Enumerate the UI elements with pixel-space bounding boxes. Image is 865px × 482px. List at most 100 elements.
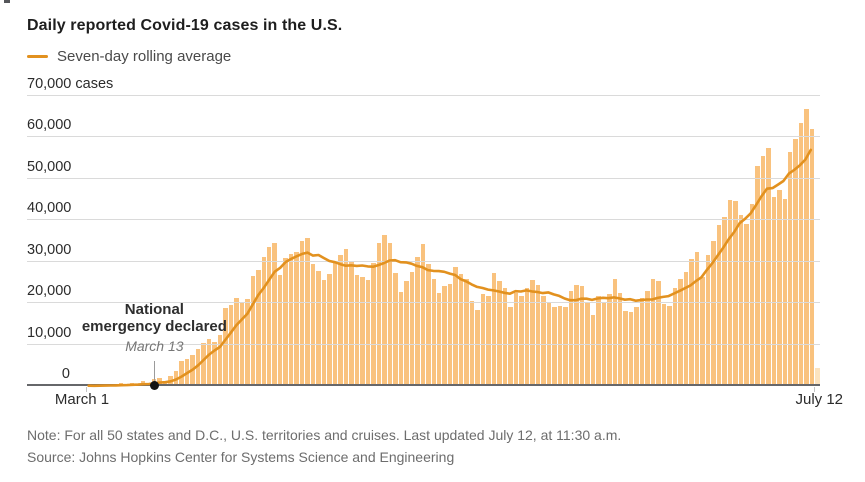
daily-bar [349, 261, 354, 385]
daily-bar [382, 235, 387, 385]
annotation-connector-line [153, 361, 156, 381]
daily-bar [310, 264, 316, 385]
daily-bar [782, 199, 787, 385]
annotation-national-emergency: National emergency declared March 13 [34, 301, 274, 354]
daily-bar [678, 279, 683, 385]
daily-bar [634, 306, 639, 385]
daily-bar [475, 310, 480, 385]
daily-bar [277, 275, 283, 385]
daily-bar [607, 294, 612, 385]
y-axis-label-40000: 40,000 [27, 200, 72, 217]
daily-bar [294, 252, 299, 385]
daily-bar [733, 201, 738, 385]
daily-bar [398, 291, 404, 385]
daily-bar [760, 155, 766, 385]
daily-bar [431, 279, 436, 385]
daily-bar [623, 310, 628, 385]
source-line: Source: Johns Hopkins Center for Systems… [27, 449, 455, 465]
daily-bar [458, 273, 464, 385]
legend: Seven-day rolling average [27, 48, 231, 65]
gridline-60000 [27, 136, 820, 138]
daily-bar [497, 281, 502, 385]
daily-bar [716, 225, 722, 385]
daily-bar [766, 148, 771, 385]
daily-bar [771, 197, 777, 385]
legend-label: Seven-day rolling average [57, 48, 232, 65]
daily-bar [809, 129, 815, 385]
daily-bar [508, 306, 513, 385]
daily-bar [190, 355, 195, 385]
daily-bar [426, 263, 431, 385]
daily-bar [645, 290, 650, 385]
daily-bar [793, 139, 798, 385]
daily-bar [535, 285, 541, 385]
daily-bar [464, 278, 469, 385]
daily-bar [552, 306, 557, 385]
daily-bar [755, 165, 760, 385]
y-axis-label-10000: 10,000 [27, 324, 72, 341]
annotation-date: March 13 [125, 338, 184, 354]
annotation-event-dot [149, 380, 159, 390]
daily-bar [332, 260, 338, 385]
daily-bar [184, 358, 190, 385]
y-axis-label-0: 0 [61, 366, 70, 382]
y-axis-label-60000: 60,000 [27, 117, 72, 134]
daily-bar [798, 123, 804, 385]
legend-line-swatch [27, 54, 48, 59]
daily-bar [749, 204, 755, 385]
daily-bar [195, 348, 201, 385]
daily-bar [376, 242, 382, 385]
daily-bar [650, 278, 656, 385]
daily-bar [711, 241, 716, 385]
y-axis-label-50000: 50,000 [27, 158, 72, 175]
annotation-title-line1: National [124, 301, 184, 318]
daily-bar [420, 244, 426, 385]
daily-bar [360, 277, 365, 385]
chart-title: Daily reported Covid-19 cases in the U.S… [27, 17, 343, 34]
daily-bar [628, 312, 634, 385]
daily-bar [744, 224, 749, 385]
daily-bar [519, 295, 524, 385]
daily-bar [656, 281, 661, 385]
daily-bar [486, 295, 491, 385]
daily-bar [453, 267, 458, 385]
gridline-40000 [27, 219, 820, 221]
daily-bar [480, 293, 486, 385]
daily-bar [409, 271, 415, 385]
daily-bar [727, 199, 733, 385]
x-axis-label-july12: July 12 [795, 391, 844, 408]
daily-bar [371, 262, 376, 385]
daily-bar [179, 360, 184, 385]
gridline-50000 [27, 177, 820, 179]
x-axis-tick-july12 [813, 387, 815, 392]
daily-bar [354, 275, 360, 385]
daily-bar [513, 292, 519, 385]
gridline-30000 [27, 260, 820, 262]
daily-bar [694, 251, 700, 385]
annotation-title-line2: emergency declared [81, 318, 227, 335]
daily-bar [738, 214, 744, 385]
daily-bar [404, 281, 409, 385]
daily-bar [437, 292, 442, 385]
y-axis-label-30000: 30,000 [27, 241, 72, 258]
daily-bar [338, 254, 343, 385]
daily-bar [365, 280, 371, 385]
daily-bar [557, 306, 563, 385]
daily-bar [447, 284, 453, 385]
daily-bar [617, 292, 623, 385]
gridline-70000 [27, 95, 820, 96]
daily-bar [705, 254, 711, 385]
footnote: Note: For all 50 states and D.C., U.S. t… [27, 427, 622, 443]
daily-bar [579, 285, 585, 385]
daily-bar [596, 295, 601, 385]
daily-bar [316, 270, 321, 385]
daily-bar [590, 315, 596, 385]
daily-bar [343, 248, 349, 385]
daily-bar [574, 285, 579, 385]
daily-bar [788, 152, 793, 385]
x-axis-label-march1: March 1 [54, 391, 110, 408]
daily-bar [815, 367, 820, 385]
daily-bar [530, 279, 535, 385]
daily-bar [612, 279, 617, 385]
